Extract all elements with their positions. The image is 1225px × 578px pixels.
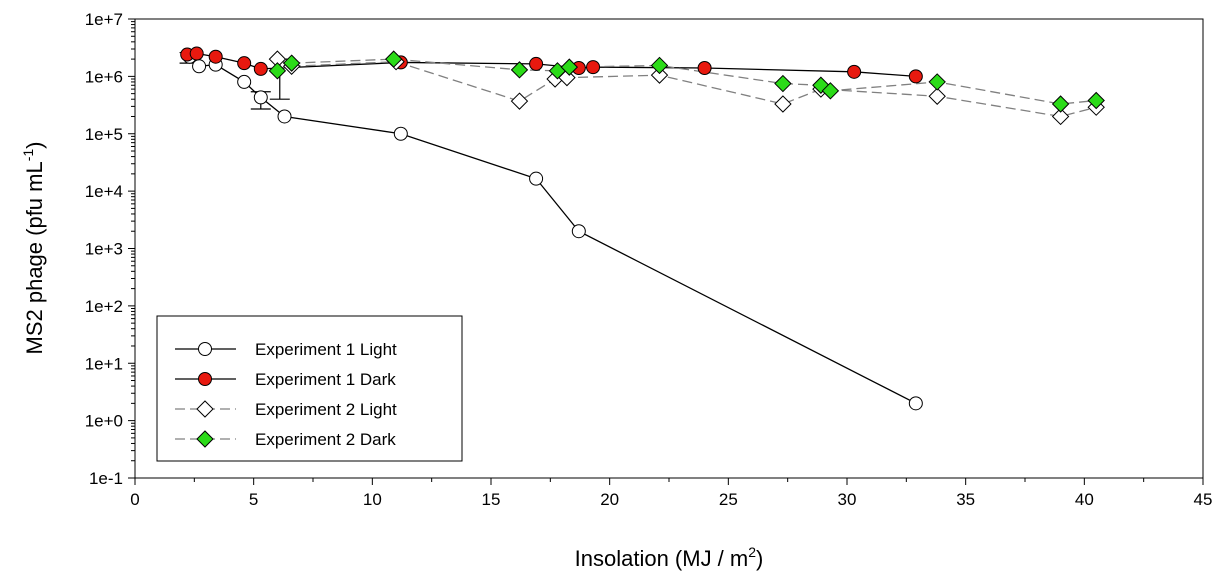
data-point-series-1 [254,91,267,104]
legend-label-1: Experiment 1 Light [255,340,397,359]
y-tick-label: 1e-1 [89,469,123,488]
y-tick-label: 1e+7 [85,10,123,29]
x-tick-label: 35 [956,490,975,509]
y-tick-label: 1e+2 [85,297,123,316]
x-tick-label: 30 [838,490,857,509]
x-tick-label: 0 [130,490,139,509]
data-point-series-2 [238,57,251,70]
data-point-series-1 [193,60,206,73]
y-axis-title: MS2 phage (pfu mL-1) [20,141,47,354]
legend-label-3: Experiment 2 Light [255,400,397,419]
y-tick-label: 1e+4 [85,182,123,201]
legend-label-2: Experiment 1 Dark [255,370,396,389]
data-point-series-2 [587,61,600,74]
data-point-series-1 [394,127,407,140]
x-axis-title: Insolation (MJ / m2) [575,544,764,571]
x-tick-label: 10 [363,490,382,509]
data-point-series-2 [848,65,861,78]
data-point-series-1 [278,110,291,123]
y-tick-label: 1e+1 [85,354,123,373]
data-point-series-2 [909,70,922,83]
x-tick-label: 5 [249,490,258,509]
x-tick-label: 45 [1194,490,1213,509]
legend: Experiment 1 Light Experiment 1 Dark Exper… [157,316,462,461]
legend-marker-1 [199,343,212,356]
y-tick-label: 1e+5 [85,125,123,144]
y-tick-label: 1e+6 [85,67,123,86]
legend-label-4: Experiment 2 Dark [255,430,396,449]
x-tick-label: 40 [1075,490,1094,509]
y-tick-label: 1e+3 [85,240,123,259]
y-axis: 1e-1 1e+0 1e+1 1e+2 1e+3 1e+4 1e+5 1e+6 1e+7 [85,10,135,488]
x-axis: 0 5 10 15 20 25 30 35 40 45 [130,478,1212,509]
data-point-series-2 [254,62,267,75]
data-point-series-1 [572,225,585,238]
data-point-series-2 [209,50,222,63]
y-tick-label: 1e+0 [85,412,123,431]
data-point-series-1 [238,75,251,88]
x-tick-label: 15 [482,490,501,509]
x-tick-label: 20 [600,490,619,509]
data-point-series-2 [190,47,203,60]
data-point-series-2 [530,57,543,70]
data-point-series-2 [698,61,711,74]
data-point-series-1 [909,397,922,410]
data-point-series-1 [530,172,543,185]
legend-marker-2 [199,373,212,386]
x-tick-label: 25 [719,490,738,509]
